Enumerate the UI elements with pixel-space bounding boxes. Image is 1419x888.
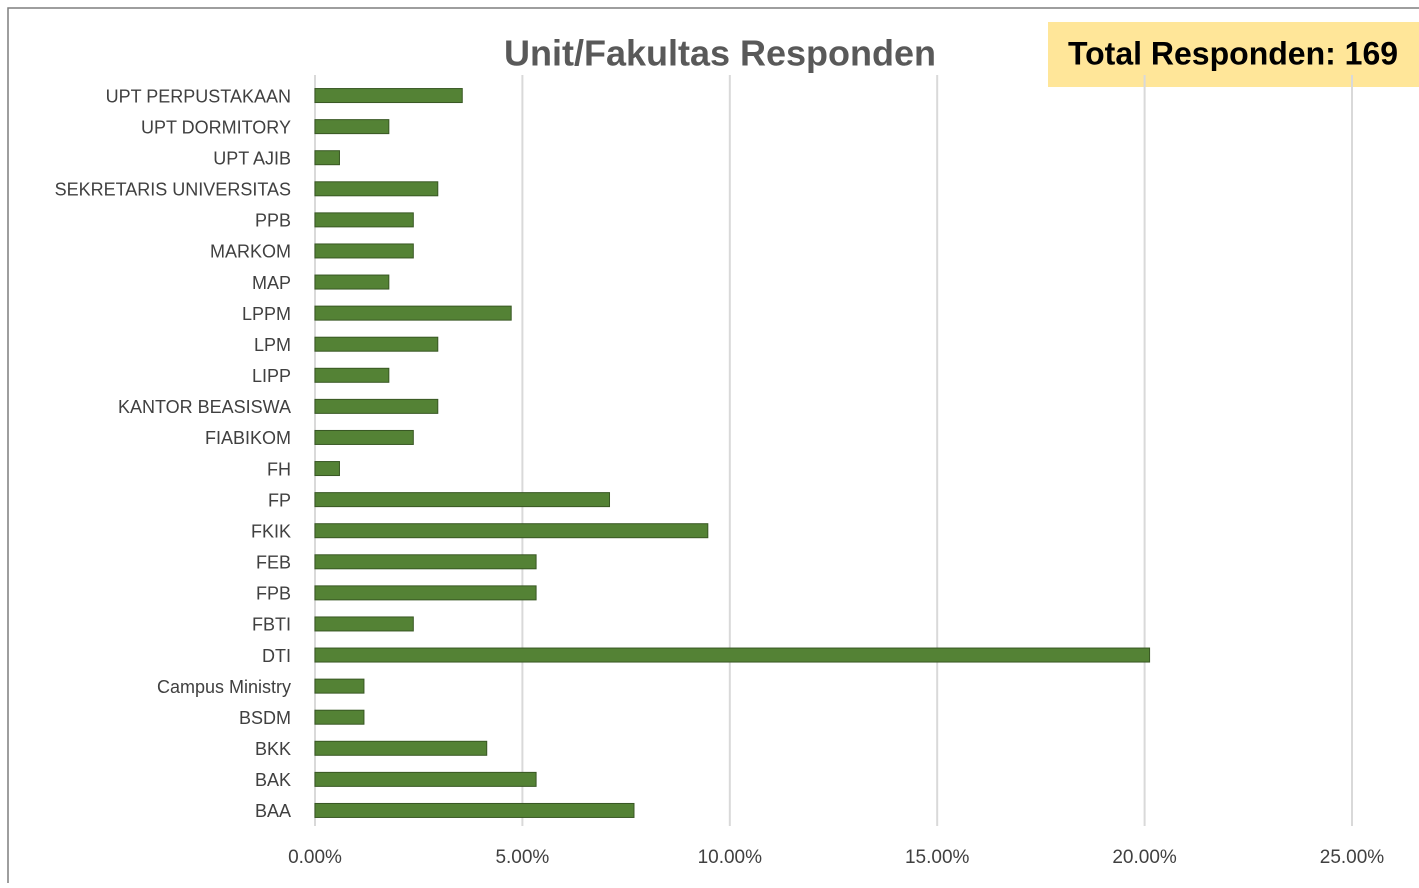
bar xyxy=(314,616,414,632)
bar xyxy=(314,709,365,725)
y-tick-label: FEB xyxy=(256,553,291,573)
chart-title: Unit/Fakultas Responden xyxy=(504,33,936,74)
bar xyxy=(314,802,635,818)
y-tick-label: SEKRETARIS UNIVERSITAS xyxy=(55,180,291,200)
bar xyxy=(314,461,340,477)
y-tick-label: PPB xyxy=(255,211,291,231)
y-tick-label: MARKOM xyxy=(210,242,291,262)
bar xyxy=(314,398,439,414)
x-tick-label: 0.00% xyxy=(288,847,342,868)
bar xyxy=(314,585,537,601)
y-tick-label: FH xyxy=(267,459,291,479)
x-tick-label: 15.00% xyxy=(905,847,970,868)
y-tick-label: UPT AJIB xyxy=(213,148,291,168)
bar xyxy=(314,492,611,508)
y-tick-label: KANTOR BEASISWA xyxy=(118,397,291,417)
bar xyxy=(314,740,488,756)
bar xyxy=(314,336,439,352)
y-tick-label: FIABIKOM xyxy=(205,428,291,448)
bar xyxy=(314,678,365,694)
x-tick-label: 20.00% xyxy=(1112,847,1177,868)
y-tick-label: BKK xyxy=(255,739,291,759)
x-tick-label: 25.00% xyxy=(1320,847,1385,868)
chart-border xyxy=(7,7,1419,888)
y-tick-label: DTI xyxy=(262,646,291,666)
bar xyxy=(314,119,390,135)
total-box xyxy=(1048,22,1419,87)
bar xyxy=(314,429,414,445)
y-tick-label: BAK xyxy=(255,770,291,790)
bar xyxy=(314,150,340,166)
y-tick-label: LPM xyxy=(254,335,291,355)
x-tick-label: 10.00% xyxy=(698,847,763,868)
y-tick-label: UPT PERPUSTAKAAN xyxy=(106,86,291,106)
y-tick-label: MAP xyxy=(252,273,291,293)
x-tick-label: 5.00% xyxy=(495,847,549,868)
bar xyxy=(314,647,1151,663)
bar xyxy=(314,554,537,570)
y-tick-label: UPT DORMITORY xyxy=(141,117,291,137)
y-tick-label: BAA xyxy=(255,801,291,821)
y-tick-label: FKIK xyxy=(251,521,291,541)
bar xyxy=(314,771,537,787)
y-tick-label: FPB xyxy=(256,584,291,604)
y-tick-label: BSDM xyxy=(239,708,291,728)
y-tick-label: FBTI xyxy=(252,615,291,635)
bar xyxy=(314,523,709,539)
total-annotation: Total Responden: 169 xyxy=(1068,35,1398,71)
y-tick-label: FP xyxy=(268,490,291,510)
bar xyxy=(314,181,439,197)
bar xyxy=(314,243,414,259)
bar xyxy=(314,212,414,228)
bar xyxy=(314,88,463,104)
y-tick-label: LPPM xyxy=(242,304,291,324)
bar xyxy=(314,274,390,290)
bar xyxy=(314,305,512,321)
y-tick-label: Campus Ministry xyxy=(157,677,291,697)
y-tick-label: LIPP xyxy=(252,366,291,386)
bar xyxy=(314,367,390,383)
